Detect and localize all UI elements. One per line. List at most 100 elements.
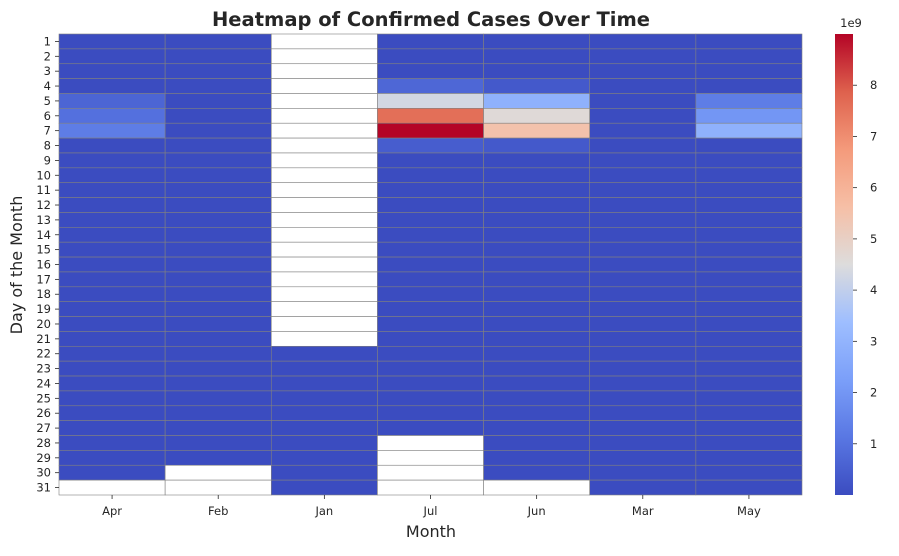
y-tick-label: 11	[36, 183, 51, 197]
heatmap-cell-jan-22	[270, 345, 378, 362]
heatmap-cell-apr-2	[58, 48, 166, 65]
heatmap-cell-feb-24	[164, 375, 272, 392]
x-axis-label: Month	[406, 522, 456, 541]
heatmap-cell-feb-8	[164, 137, 272, 154]
heatmap-cell-jan-3	[270, 63, 378, 79]
heatmap-cell-jan-6	[270, 108, 378, 124]
heatmap-cell-jan-28	[270, 435, 378, 451]
heatmap-cell-jul-20	[377, 316, 484, 332]
y-tick-label: 25	[36, 391, 51, 405]
heatmap-cell-mar-11	[589, 182, 697, 198]
heatmap-cell-apr-5	[58, 93, 166, 109]
heatmap-cell-may-2	[695, 48, 803, 65]
heatmap-cell-may-3	[695, 63, 803, 79]
heatmap-cell-feb-2	[164, 48, 272, 65]
heatmap-cell-jan-12	[270, 197, 378, 213]
heatmap-cell-jul-17	[377, 271, 484, 288]
heatmap-cell-may-22	[695, 345, 803, 362]
heatmap-cell-jul-3	[377, 63, 484, 79]
heatmap-cell-jul-24	[377, 375, 484, 392]
heatmap-cell-mar-26	[589, 405, 697, 421]
heatmap-cell-may-17	[695, 271, 803, 288]
heatmap-cell-jan-4	[270, 78, 378, 94]
heatmap-cell-jul-14	[377, 227, 484, 243]
y-tick-label: 14	[36, 228, 51, 242]
heatmap-cell-jun-8	[483, 137, 591, 154]
heatmap-cell-jul-26	[377, 405, 484, 421]
heatmap-cell-jun-4	[483, 78, 591, 94]
y-tick-label: 16	[36, 258, 51, 272]
y-tick-label: 5	[44, 94, 51, 108]
heatmap-cell-mar-23	[589, 360, 697, 377]
heatmap-cell-mar-1	[589, 33, 697, 50]
heatmap-cell-apr-17	[58, 271, 166, 288]
y-tick-label: 26	[36, 406, 51, 420]
heatmap-cell-apr-8	[58, 137, 166, 154]
heatmap-cell-jan-18	[270, 286, 378, 302]
colorbar	[835, 34, 853, 495]
heatmap-cell-feb-20	[164, 316, 272, 332]
heatmap-cell-feb-26	[164, 405, 272, 421]
heatmap-cell-feb-14	[164, 227, 272, 243]
heatmap-cell-feb-11	[164, 182, 272, 198]
heatmap-cell-apr-9	[58, 152, 166, 169]
heatmap-cell-may-14	[695, 227, 803, 243]
heatmap-cell-mar-9	[589, 152, 697, 169]
y-tick-label: 17	[36, 272, 51, 286]
heatmap-cell-jun-7	[483, 122, 591, 139]
heatmap-cell-feb-29	[164, 450, 272, 466]
heatmap-cell-jul-25	[377, 390, 484, 407]
heatmap-cell-mar-4	[589, 78, 697, 94]
heatmap-cell-jan-20	[270, 316, 378, 332]
colorbar-tick-label: 4	[870, 283, 877, 297]
chart-title: Heatmap of Confirmed Cases Over Time	[212, 8, 650, 31]
x-tick-label: Mar	[632, 504, 654, 518]
heatmap-cell-jun-12	[483, 197, 591, 213]
heatmap-cell-apr-15	[58, 241, 166, 258]
heatmap-cell-apr-7	[58, 122, 166, 139]
heatmap-cell-jul-29	[377, 450, 484, 466]
heatmap-cell-jun-27	[483, 420, 591, 436]
heatmap-cell-jan-15	[270, 241, 378, 258]
heatmap-cell-mar-13	[589, 212, 697, 228]
heatmap-cell-mar-29	[589, 450, 697, 466]
heatmap-cell-apr-31	[58, 479, 166, 496]
x-tick-label: Jan	[314, 504, 333, 518]
heatmap-cell-jun-26	[483, 405, 591, 421]
heatmap-cell-jul-12	[377, 197, 484, 213]
heatmap-cell-apr-28	[58, 435, 166, 451]
y-tick-label: 8	[44, 139, 51, 153]
heatmap-cell-feb-6	[164, 108, 272, 124]
heatmap-cell-feb-30	[164, 464, 272, 481]
heatmap-cell-jan-27	[270, 420, 378, 436]
heatmap-cell-mar-25	[589, 390, 697, 407]
y-tick-label: 9	[44, 153, 51, 167]
heatmap-cell-jul-4	[377, 78, 484, 94]
heatmap-cell-jan-11	[270, 182, 378, 198]
y-tick-label: 13	[36, 213, 51, 227]
y-tick-label: 4	[44, 79, 51, 93]
y-tick-label: 2	[44, 49, 51, 63]
heatmap-cell-may-30	[695, 464, 803, 481]
heatmap-cell-feb-22	[164, 345, 272, 362]
heatmap-cell-may-23	[695, 360, 803, 377]
heatmap-cell-jun-19	[483, 301, 591, 317]
heatmap-cell-jul-2	[377, 48, 484, 65]
heatmap-cell-feb-23	[164, 360, 272, 377]
heatmap-cell-jun-29	[483, 450, 591, 466]
heatmap-cell-jun-5	[483, 93, 591, 109]
heatmap-cell-jan-9	[270, 152, 378, 169]
heatmap-cell-jul-27	[377, 420, 484, 436]
heatmap-cell-jun-20	[483, 316, 591, 332]
heatmap-cell-jun-23	[483, 360, 591, 377]
heatmap-cell-jul-7	[377, 122, 484, 139]
y-axis-label: Day of the Month	[7, 196, 26, 335]
colorbar-tick-label: 6	[870, 181, 877, 195]
y-tick-label: 30	[36, 466, 51, 480]
heatmap-cell-jun-13	[483, 212, 591, 228]
heatmap-cell-jan-24	[270, 375, 378, 392]
heatmap-cell-mar-20	[589, 316, 697, 332]
x-tick-label: Feb	[208, 504, 228, 518]
heatmap-cell-jun-17	[483, 271, 591, 288]
heatmap-cell-may-18	[695, 286, 803, 302]
